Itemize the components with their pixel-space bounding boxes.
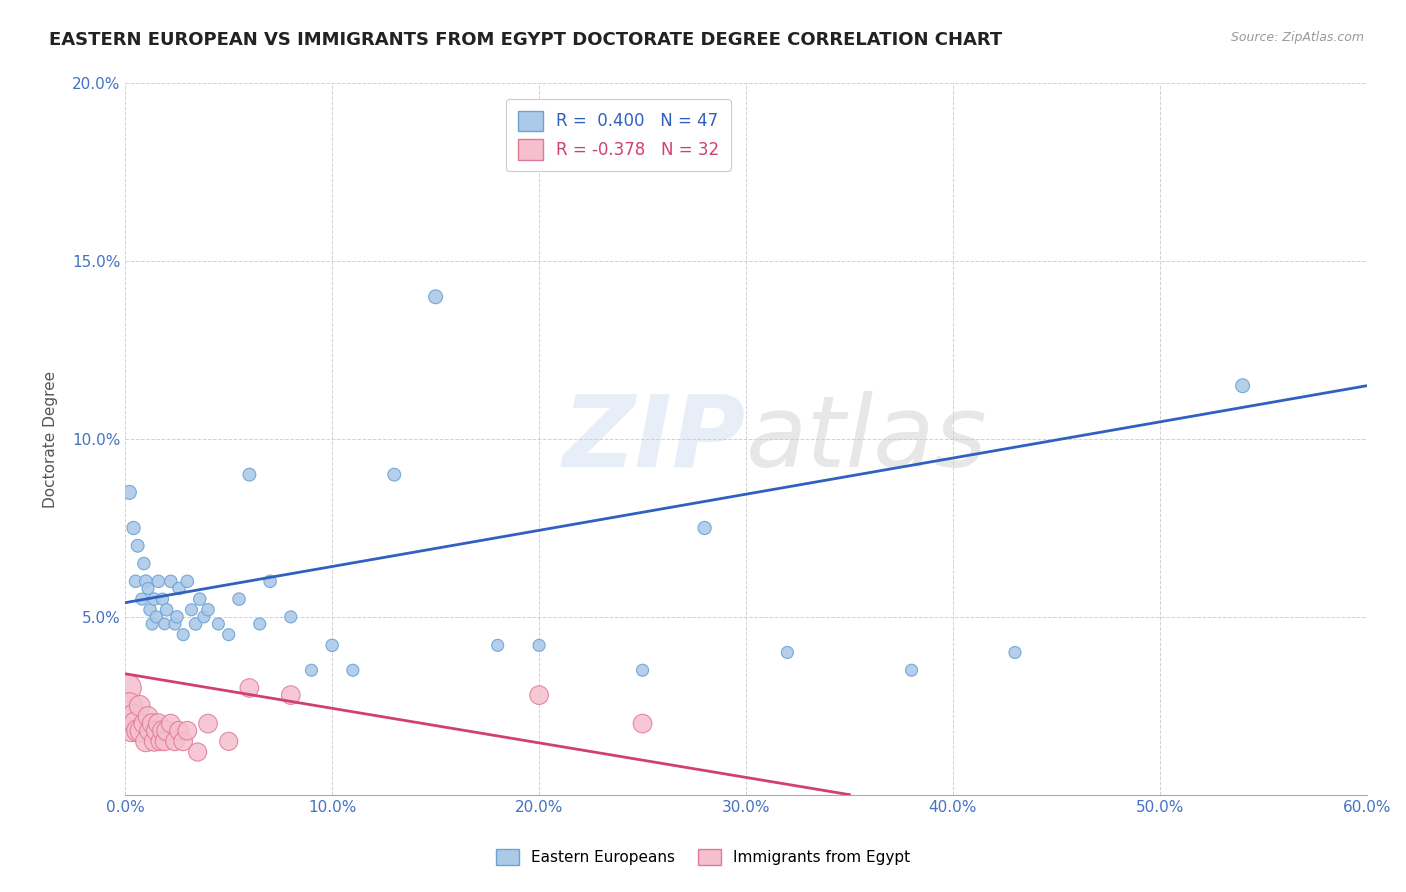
- Point: [159, 574, 181, 589]
- Point: [141, 716, 163, 731]
- Point: [118, 698, 141, 713]
- Point: [193, 610, 215, 624]
- Point: [184, 617, 207, 632]
- Point: [776, 645, 799, 659]
- Point: [259, 574, 281, 589]
- Point: [228, 592, 250, 607]
- Point: [139, 723, 162, 738]
- Point: [176, 574, 198, 589]
- Point: [166, 610, 188, 624]
- Point: [152, 592, 174, 607]
- Point: [301, 663, 323, 677]
- Point: [631, 716, 654, 731]
- Point: [188, 592, 211, 607]
- Point: [197, 603, 219, 617]
- Point: [143, 592, 166, 607]
- Point: [148, 574, 170, 589]
- Point: [152, 723, 174, 738]
- Point: [1004, 645, 1026, 659]
- Legend: R =  0.400   N = 47, R = -0.378   N = 32: R = 0.400 N = 47, R = -0.378 N = 32: [506, 99, 731, 171]
- Point: [139, 603, 162, 617]
- Point: [321, 638, 343, 652]
- Point: [486, 638, 509, 652]
- Y-axis label: Doctorate Degree: Doctorate Degree: [44, 370, 58, 508]
- Point: [135, 734, 157, 748]
- Point: [143, 734, 166, 748]
- Point: [131, 723, 153, 738]
- Point: [527, 688, 550, 702]
- Point: [218, 734, 240, 748]
- Point: [124, 574, 146, 589]
- Point: [136, 582, 159, 596]
- Point: [131, 592, 153, 607]
- Point: [145, 610, 167, 624]
- Point: [280, 610, 302, 624]
- Point: [207, 617, 229, 632]
- Point: [128, 698, 150, 713]
- Point: [631, 663, 654, 677]
- Point: [693, 521, 716, 535]
- Point: [118, 485, 141, 500]
- Point: [148, 716, 170, 731]
- Point: [122, 709, 145, 723]
- Point: [163, 734, 186, 748]
- Point: [132, 557, 155, 571]
- Point: [127, 539, 149, 553]
- Point: [167, 723, 190, 738]
- Point: [180, 603, 202, 617]
- Point: [124, 716, 146, 731]
- Point: [172, 734, 194, 748]
- Point: [149, 734, 172, 748]
- Point: [127, 723, 149, 738]
- Point: [425, 290, 447, 304]
- Point: [153, 617, 176, 632]
- Legend: Eastern Europeans, Immigrants from Egypt: Eastern Europeans, Immigrants from Egypt: [489, 843, 917, 871]
- Point: [176, 723, 198, 738]
- Point: [527, 638, 550, 652]
- Point: [156, 603, 179, 617]
- Point: [141, 617, 163, 632]
- Point: [159, 716, 181, 731]
- Point: [900, 663, 922, 677]
- Point: [120, 723, 142, 738]
- Point: [172, 628, 194, 642]
- Point: [187, 745, 209, 759]
- Point: [163, 617, 186, 632]
- Point: [218, 628, 240, 642]
- Text: EASTERN EUROPEAN VS IMMIGRANTS FROM EGYPT DOCTORATE DEGREE CORRELATION CHART: EASTERN EUROPEAN VS IMMIGRANTS FROM EGYP…: [49, 31, 1002, 49]
- Text: Source: ZipAtlas.com: Source: ZipAtlas.com: [1230, 31, 1364, 45]
- Point: [249, 617, 271, 632]
- Point: [382, 467, 405, 482]
- Point: [156, 723, 179, 738]
- Point: [153, 734, 176, 748]
- Point: [1232, 378, 1254, 392]
- Text: atlas: atlas: [747, 391, 987, 488]
- Point: [132, 716, 155, 731]
- Point: [167, 582, 190, 596]
- Point: [197, 716, 219, 731]
- Point: [280, 688, 302, 702]
- Point: [122, 521, 145, 535]
- Point: [342, 663, 364, 677]
- Text: ZIP: ZIP: [562, 391, 747, 488]
- Point: [238, 467, 260, 482]
- Point: [136, 709, 159, 723]
- Point: [238, 681, 260, 695]
- Point: [117, 681, 139, 695]
- Point: [145, 723, 167, 738]
- Point: [135, 574, 157, 589]
